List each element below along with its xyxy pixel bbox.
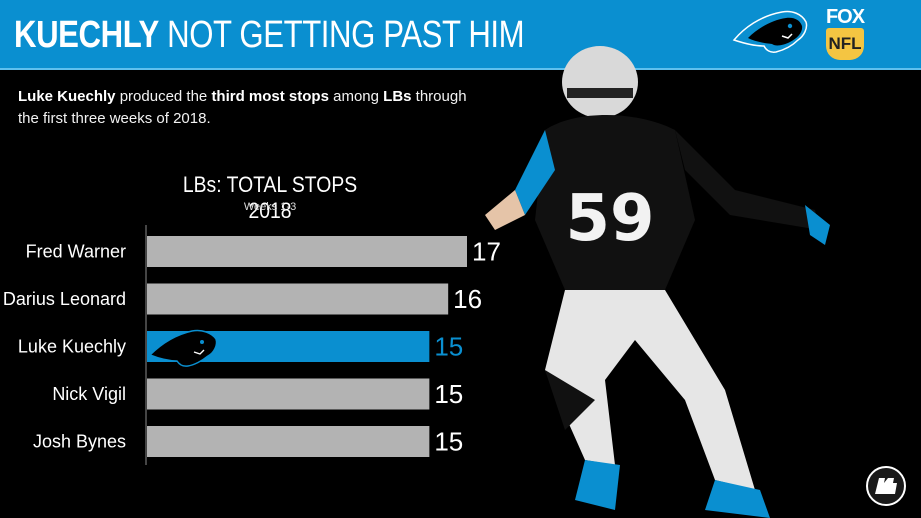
fox-nfl-logo: FOX NFL: [822, 6, 868, 62]
category-label-0: Fred Warner: [26, 242, 126, 262]
bar-panther-icon: [148, 329, 218, 367]
subtitle-emphasis: third most stops: [211, 88, 329, 105]
value-label-3: 15: [434, 379, 463, 409]
value-label-0: 17: [472, 237, 500, 267]
subtitle-text-2: among: [328, 88, 384, 105]
subtitle: Luke Kuechly produced the third most sto…: [18, 86, 488, 130]
svg-text:59: 59: [565, 182, 654, 256]
title-rest: NOT GETTING PAST HIM: [167, 14, 525, 56]
subtitle-player: Luke Kuechly: [18, 88, 116, 105]
bar-1: [147, 283, 449, 315]
category-label-2: Luke Kuechly: [18, 337, 126, 357]
bar-3: [147, 378, 430, 410]
header-bar: KUECHLY NOT GETTING PAST HIM FOX NFL: [0, 0, 921, 70]
category-label-4: Josh Bynes: [33, 432, 126, 452]
pff-logo-icon: [866, 466, 906, 506]
chart-title: LBs: TOTAL STOPS 2018: [182, 172, 358, 223]
bar-4: [147, 426, 430, 457]
value-label-2: 15: [434, 332, 463, 362]
category-label-3: Nick Vigil: [52, 384, 126, 404]
player-photo: 59: [485, 46, 830, 518]
fox-text: FOX: [825, 6, 865, 28]
page-title: KUECHLY NOT GETTING PAST HIM: [14, 14, 525, 56]
subtitle-text-3: through the first three weeks of 2018.: [18, 88, 467, 127]
bar-chart: Fred Warner 17 Darius Leonard 16 Luke Kuechl…: [3, 225, 500, 465]
nfl-shield-icon: NFL: [826, 28, 864, 60]
value-label-4: 15: [434, 427, 463, 457]
subtitle-text-1: produced the: [115, 88, 212, 105]
value-label-1: 16: [453, 284, 482, 314]
subtitle-position: LBs: [383, 88, 412, 105]
title-strong: KUECHLY: [14, 14, 159, 56]
chart-subtitle: Weeks 1-3: [243, 201, 297, 213]
category-label-1: Darius Leonard: [3, 289, 126, 309]
nfl-text: NFL: [828, 34, 862, 53]
panther-icon: [732, 10, 808, 53]
bar-0: [147, 236, 467, 267]
